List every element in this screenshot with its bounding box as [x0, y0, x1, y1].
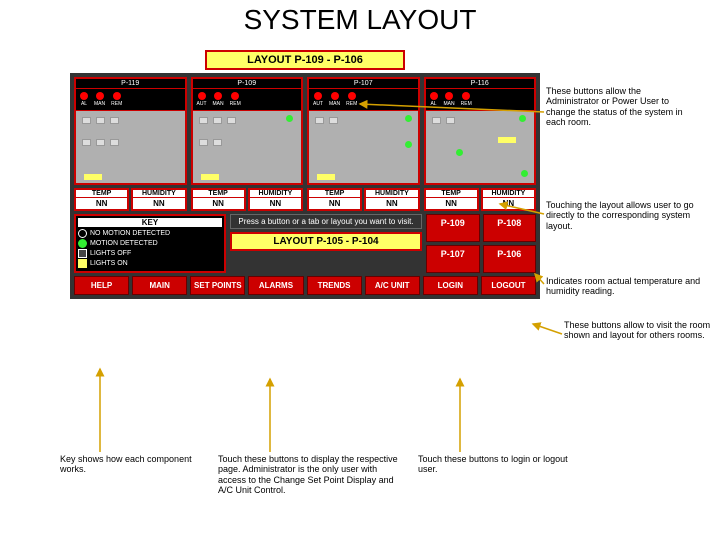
room-btn-grid: P-109 P-108 P-107 P-106 [426, 214, 536, 273]
room-1-name: P-119 [76, 79, 185, 89]
annotation-temp: Indicates room actual temperature and hu… [546, 276, 716, 297]
page-title: SYSTEM LAYOUT [0, 4, 720, 36]
press-area: Press a button or a tab or layout you wa… [230, 214, 422, 273]
indicator-dot[interactable] [96, 92, 104, 100]
key-title: KEY [78, 218, 222, 227]
indicator-dot[interactable] [314, 92, 322, 100]
room-1-layout[interactable] [76, 111, 185, 183]
indicator-dot[interactable] [80, 92, 88, 100]
room-1[interactable]: P-119 AL MAN REM [74, 77, 187, 185]
room-4-indicators: AL MAN REM [426, 89, 535, 111]
nav-row: HELP MAIN SET POINTS ALARMS TRENDS A/C U… [74, 276, 536, 295]
indicator-dot[interactable] [231, 92, 239, 100]
indicator-dot[interactable] [214, 92, 222, 100]
room-btn-p106[interactable]: P-106 [483, 245, 537, 273]
annotation-layout-touch: Touching the layout allows user to go di… [546, 200, 696, 231]
indicator-dot[interactable] [331, 92, 339, 100]
trends-button[interactable]: TRENDS [307, 276, 362, 295]
alarms-button[interactable]: ALARMS [248, 276, 303, 295]
indicator-dot[interactable] [462, 92, 470, 100]
annotation-key: Key shows how each component works. [60, 454, 210, 475]
logout-button[interactable]: LOGOUT [481, 276, 536, 295]
control-panel: LAYOUT P-109 - P-106 P-119 AL MAN REM P-… [70, 50, 540, 299]
room-btn-p107[interactable]: P-107 [426, 245, 480, 273]
rooms-row: P-119 AL MAN REM P-109 AUT MAN REM [74, 77, 536, 185]
room-btn-p109[interactable]: P-109 [426, 214, 480, 242]
annotation-nav: Touch these buttons to display the respe… [218, 454, 398, 495]
temp-row: TEMPNNHUMIDITYNN TEMPNNHUMIDITYNN TEMPNN… [74, 188, 536, 211]
middle-row: KEY NO MOTION DETECTED MOTION DETECTED L… [74, 214, 536, 273]
room-3-name: P-107 [309, 79, 418, 89]
layout-btn-2[interactable]: LAYOUT P-105 - P-104 [230, 232, 422, 251]
room-3-layout[interactable] [309, 111, 418, 183]
room-2[interactable]: P-109 AUT MAN REM [191, 77, 304, 185]
room-btn-p108[interactable]: P-108 [483, 214, 537, 242]
room-4[interactable]: P-116 AL MAN REM [424, 77, 537, 185]
main-button[interactable]: MAIN [132, 276, 187, 295]
dark-panel: P-119 AL MAN REM P-109 AUT MAN REM [70, 73, 540, 299]
key-box: KEY NO MOTION DETECTED MOTION DETECTED L… [74, 214, 226, 273]
indicator-dot[interactable] [113, 92, 121, 100]
setpoints-button[interactable]: SET POINTS [190, 276, 245, 295]
indicator-dot[interactable] [198, 92, 206, 100]
room-3[interactable]: P-107 AUT MAN REM [307, 77, 420, 185]
press-text: Press a button or a tab or layout you wa… [230, 214, 422, 229]
help-button[interactable]: HELP [74, 276, 129, 295]
layout-header-btn[interactable]: LAYOUT P-109 - P-106 [205, 50, 405, 70]
room-4-name: P-116 [426, 79, 535, 89]
annotation-status-buttons: These buttons allow the Administrator or… [546, 86, 696, 127]
annotation-login: Touch these buttons to login or logout u… [418, 454, 568, 475]
indicator-dot[interactable] [445, 92, 453, 100]
room-3-indicators: AUT MAN REM [309, 89, 418, 111]
login-button[interactable]: LOGIN [423, 276, 478, 295]
annotation-room-btns: These buttons allow to visit the room sh… [564, 320, 714, 341]
room-2-indicators: AUT MAN REM [193, 89, 302, 111]
room-4-layout[interactable] [426, 111, 535, 183]
room-1-indicators: AL MAN REM [76, 89, 185, 111]
room-2-layout[interactable] [193, 111, 302, 183]
acunit-button[interactable]: A/C UNIT [365, 276, 420, 295]
room-2-name: P-109 [193, 79, 302, 89]
indicator-dot[interactable] [348, 92, 356, 100]
indicator-dot[interactable] [430, 92, 438, 100]
